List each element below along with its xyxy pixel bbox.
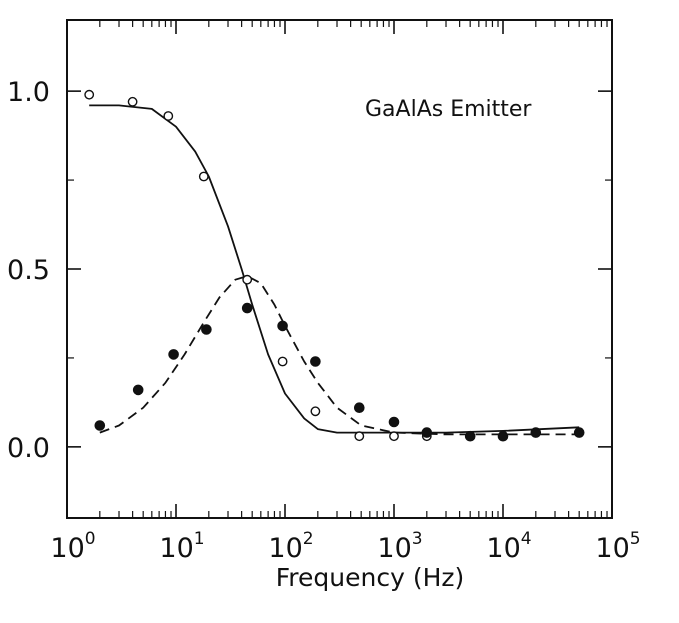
filled-data-point	[277, 320, 288, 332]
filled-data-point	[353, 402, 365, 414]
filled-data-point	[421, 427, 433, 438]
x-axis-label: Frequency (Hz)	[276, 563, 465, 592]
filled-data-point	[241, 302, 253, 314]
filled-data-point	[168, 349, 179, 360]
x-tick-label: 101	[159, 529, 204, 564]
open-data-point	[310, 406, 321, 417]
open-data-point	[242, 274, 253, 285]
axis-ticks: 100 101 102 103 104 105 0.0 0.5 1.0	[7, 20, 641, 564]
filled-data-point	[464, 430, 476, 442]
fit-curves	[89, 104, 580, 436]
plot-frame	[66, 19, 613, 519]
filled-data-point	[310, 356, 321, 367]
x-tick-label: 103	[377, 529, 422, 564]
fit-curve-solid	[89, 104, 580, 434]
data-points	[84, 89, 585, 442]
open-data-point	[277, 356, 288, 367]
open-data-point	[354, 431, 365, 442]
x-tick-label: 104	[486, 529, 531, 564]
x-tick-label: 102	[268, 529, 313, 564]
open-data-point	[163, 111, 174, 121]
filled-data-point	[530, 427, 542, 438]
filled-data-point	[94, 420, 106, 431]
filled-data-point	[497, 430, 509, 442]
y-tick-label: 1.0	[7, 77, 50, 108]
y-tick-label: 0.5	[7, 255, 50, 286]
open-data-point	[389, 431, 399, 442]
open-data-point	[198, 171, 209, 182]
open-data-point	[84, 89, 95, 100]
x-tick-label: 105	[595, 529, 640, 564]
filled-data-point	[132, 384, 144, 396]
fit-curve-dashed	[99, 275, 580, 436]
open-data-point	[127, 96, 138, 107]
filled-data-point	[388, 416, 400, 428]
filled-data-point	[573, 427, 585, 438]
x-tick-label: 100	[50, 529, 95, 564]
filled-data-point	[201, 324, 212, 335]
y-tick-label: 0.0	[7, 433, 50, 464]
chart-annotation: GaAlAs Emitter	[365, 97, 532, 122]
